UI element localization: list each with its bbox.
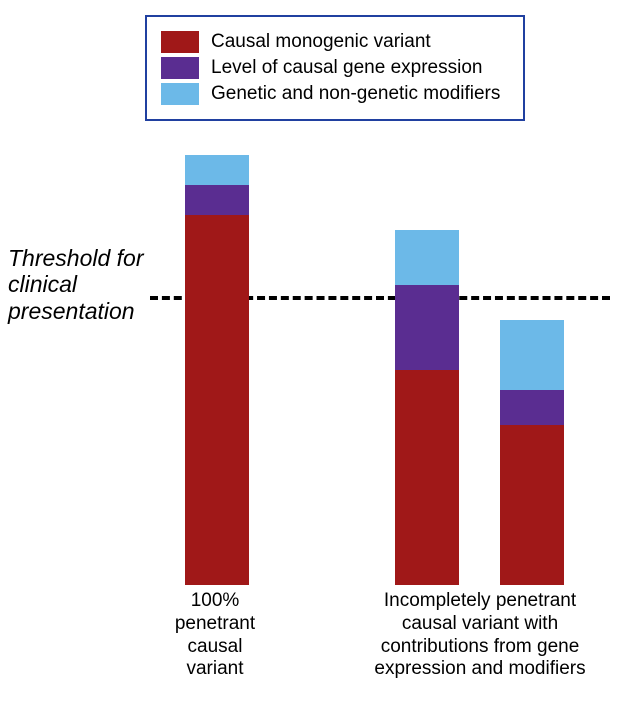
bar-3 bbox=[500, 320, 564, 585]
legend-label: Causal monogenic variant bbox=[211, 31, 431, 53]
legend-item: Level of causal gene expression bbox=[161, 57, 509, 79]
x-label-1: 100%penetrantcausalvariant bbox=[140, 590, 290, 681]
bar-2 bbox=[395, 230, 459, 585]
bar-segment-expression bbox=[395, 285, 459, 370]
bar-segment-expression bbox=[500, 390, 564, 425]
legend-swatch bbox=[161, 31, 199, 53]
chart-area: Threshold forclinicalpresentation bbox=[0, 155, 617, 585]
bar-segment-modifiers bbox=[395, 230, 459, 285]
bar-segment-modifiers bbox=[500, 320, 564, 390]
bar-segment-causal bbox=[500, 425, 564, 585]
legend-item: Causal monogenic variant bbox=[161, 31, 509, 53]
bar-segment-causal bbox=[395, 370, 459, 585]
legend-swatch bbox=[161, 57, 199, 79]
bar-segment-expression bbox=[185, 185, 249, 215]
bar-segment-causal bbox=[185, 215, 249, 585]
x-label-2: Incompletely penetrantcausal variant wit… bbox=[360, 590, 600, 681]
legend-item: Genetic and non-genetic modifiers bbox=[161, 83, 509, 105]
legend-label: Genetic and non-genetic modifiers bbox=[211, 83, 500, 105]
bar-1 bbox=[185, 155, 249, 585]
legend-label: Level of causal gene expression bbox=[211, 57, 482, 79]
bar-segment-modifiers bbox=[185, 155, 249, 185]
legend-swatch bbox=[161, 83, 199, 105]
threshold-label: Threshold forclinicalpresentation bbox=[8, 245, 144, 324]
legend: Causal monogenic variant Level of causal… bbox=[145, 15, 525, 121]
